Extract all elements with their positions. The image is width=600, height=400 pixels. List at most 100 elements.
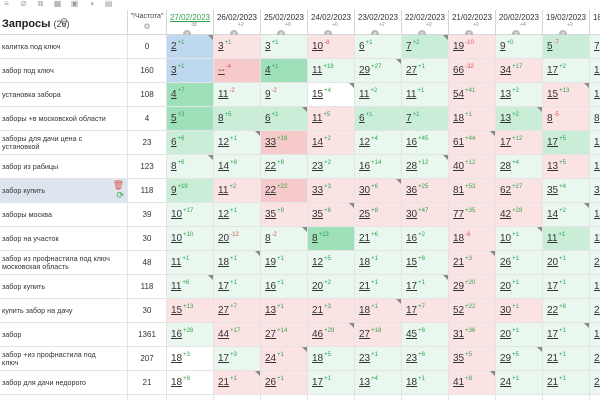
position-value[interactable]: 11: [171, 281, 182, 292]
query-row[interactable]: калитка под ключ: [0, 35, 127, 59]
date-column-header[interactable]: 24/02/2023 ⌕ +0: [307, 10, 354, 38]
position-cell[interactable]: 11+1: [589, 227, 600, 251]
grid-icon[interactable]: ▦: [53, 0, 62, 8]
position-cell[interactable]: 12+5: [307, 251, 354, 275]
date-column-header[interactable]: 21/02/2023 ⌕ +0: [448, 10, 495, 38]
position-cell[interactable]: 44+17: [213, 323, 260, 347]
position-cell[interactable]: 15+6: [401, 251, 448, 275]
position-cell[interactable]: 31+36: [448, 323, 495, 347]
position-value[interactable]: 14: [547, 209, 559, 220]
position-cell[interactable]: 19+1: [260, 251, 307, 275]
position-value[interactable]: 35: [547, 185, 559, 196]
position-value[interactable]: 46: [312, 329, 324, 340]
position-cell[interactable]: [542, 395, 589, 400]
position-cell[interactable]: 7+2: [401, 35, 448, 59]
position-cell[interactable]: 17+2: [542, 59, 589, 83]
position-value[interactable]: 14: [312, 137, 324, 148]
position-cell[interactable]: 61+44: [448, 131, 495, 155]
position-value[interactable]: 20: [547, 257, 559, 268]
position-cell[interactable]: 29+5: [495, 347, 542, 371]
position-cell[interactable]: 16+45: [401, 131, 448, 155]
position-cell[interactable]: [307, 395, 354, 400]
position-cell[interactable]: 8-5: [542, 107, 589, 131]
position-cell[interactable]: 21+1: [589, 371, 600, 395]
position-cell[interactable]: 22+8: [542, 299, 589, 323]
position-cell[interactable]: 41+8: [448, 371, 495, 395]
position-value[interactable]: 14: [594, 209, 600, 220]
position-value[interactable]: 62: [500, 185, 512, 196]
date-column-header[interactable]: 19/02/2023 ⌕ +2: [542, 10, 589, 38]
position-value[interactable]: 22: [547, 305, 559, 316]
position-cell[interactable]: 22+22: [260, 179, 307, 203]
date-column-header[interactable]: 27/02/2023 ⌕ 38: [166, 10, 213, 38]
position-value[interactable]: 31: [453, 329, 465, 340]
position-cell[interactable]: 17+1: [589, 131, 600, 155]
position-value[interactable]: 21: [594, 353, 600, 364]
position-cell[interactable]: 11+1: [166, 251, 213, 275]
position-value[interactable]: 16: [406, 233, 418, 244]
position-cell[interactable]: 26+1: [495, 251, 542, 275]
position-cell[interactable]: 6+6: [166, 131, 213, 155]
frequency-header[interactable]: "!Частота" ⚙: [127, 10, 166, 35]
position-value[interactable]: 8: [218, 113, 224, 124]
refresh-icon[interactable]: ⟳: [116, 190, 124, 200]
position-value[interactable]: 4: [265, 65, 271, 76]
position-cell[interactable]: 30+47: [401, 203, 448, 227]
position-cell[interactable]: 21+1: [542, 371, 589, 395]
date-column-header[interactable]: 22/02/2023 ⌕ +2: [401, 10, 448, 38]
position-cell[interactable]: 35+6: [307, 203, 354, 227]
position-cell[interactable]: 13+1: [589, 155, 600, 179]
position-cell[interactable]: 21+3: [307, 299, 354, 323]
position-cell[interactable]: 22+8: [260, 155, 307, 179]
date-column-header[interactable]: 18/02/2023⌕: [589, 10, 600, 35]
pie-icon[interactable]: ◑: [89, 0, 94, 8]
position-value[interactable]: 17: [594, 329, 600, 340]
position-value[interactable]: 77: [453, 209, 465, 220]
position-value[interactable]: 10: [171, 209, 183, 220]
position-cell[interactable]: 20-12: [213, 227, 260, 251]
position-value[interactable]: 16: [265, 281, 277, 292]
folder-icon[interactable]: ▤: [104, 0, 113, 8]
position-cell[interactable]: 18-6: [448, 227, 495, 251]
delete-icon[interactable]: 🗑: [112, 180, 124, 190]
position-cell[interactable]: 8+13: [307, 227, 354, 251]
date-column-header[interactable]: 23/02/2023 ⌕ +2: [354, 10, 401, 38]
position-value[interactable]: 18: [171, 377, 183, 388]
position-cell[interactable]: 22+1: [589, 299, 600, 323]
position-cell[interactable]: 13+1: [589, 83, 600, 107]
date-column-header[interactable]: 25/02/2023 ⌕ +0: [260, 10, 307, 38]
position-value[interactable]: 10: [171, 233, 183, 244]
position-value[interactable]: 66: [453, 65, 465, 76]
position-value[interactable]: 8: [171, 161, 177, 172]
position-cell[interactable]: 3+1: [260, 35, 307, 59]
position-cell[interactable]: 28+4: [495, 155, 542, 179]
position-cell[interactable]: 5-7: [542, 35, 589, 59]
position-cell[interactable]: 15+13: [166, 299, 213, 323]
position-value[interactable]: 11: [218, 89, 229, 100]
position-value[interactable]: 18: [594, 65, 600, 76]
position-cell[interactable]: 54+41: [448, 83, 495, 107]
position-cell[interactable]: +: [166, 395, 213, 400]
query-row[interactable]: [0, 395, 127, 400]
position-cell[interactable]: 10+10: [166, 227, 213, 251]
position-cell[interactable]: 17+7: [401, 299, 448, 323]
position-value[interactable]: 13: [594, 89, 600, 100]
position-value[interactable]: 20: [594, 257, 600, 268]
position-cell[interactable]: 77+35: [448, 203, 495, 227]
position-value[interactable]: 9: [171, 185, 177, 196]
position-cell[interactable]: +: [213, 395, 260, 400]
settings-icon[interactable]: ⚙: [143, 22, 151, 31]
position-value[interactable]: 42: [500, 209, 512, 220]
position-value[interactable]: 30: [359, 185, 371, 196]
position-cell[interactable]: 16+14: [354, 155, 401, 179]
position-value[interactable]: 17: [547, 329, 559, 340]
position-cell[interactable]: 15+13: [542, 83, 589, 107]
position-cell[interactable]: [401, 395, 448, 400]
position-value[interactable]: 13: [547, 161, 559, 172]
position-cell[interactable]: 4+1: [260, 59, 307, 83]
position-value[interactable]: 22: [265, 161, 277, 172]
position-value[interactable]: 27: [406, 65, 418, 76]
position-value[interactable]: 18: [359, 257, 371, 268]
position-cell[interactable]: 36+25: [401, 179, 448, 203]
position-cell[interactable]: 18+1: [213, 251, 260, 275]
